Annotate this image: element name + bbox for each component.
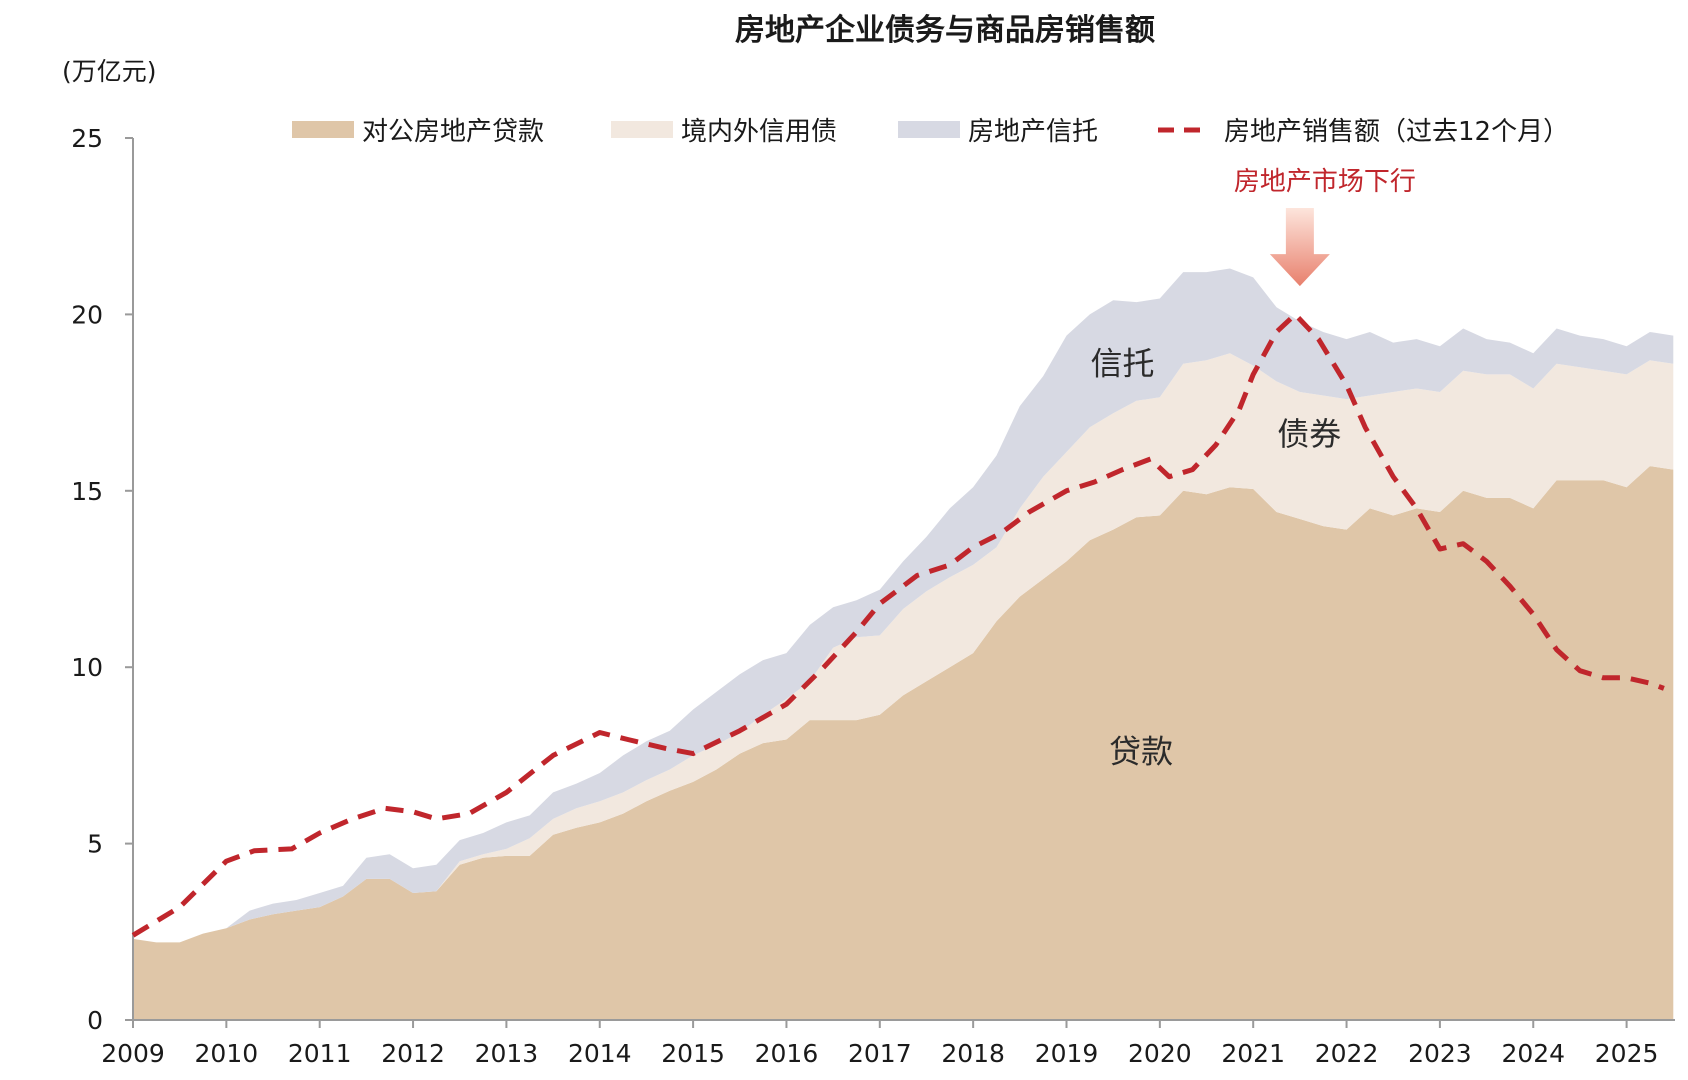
y-tick-label: 20 [71,300,103,329]
area-label: 贷款 [1109,732,1173,770]
area-series-2 [133,268,1674,943]
x-tick-label: 2023 [1408,1039,1472,1068]
x-tick-label: 2018 [941,1039,1005,1068]
legend-swatch [611,121,673,138]
x-tick-label: 2017 [848,1039,912,1068]
x-tick-label: 2015 [661,1039,725,1068]
x-tick-label: 2014 [568,1039,632,1068]
area-series-0 [133,466,1674,1021]
stacked-areas [133,268,1674,1021]
y-tick-label: 25 [71,124,103,153]
legend-label: 房地产销售额（过去12个月） [1224,117,1569,147]
x-tick-label: 2012 [381,1039,445,1068]
legend-label: 境内外信用债 [681,117,837,147]
x-tick-label: 2013 [475,1039,539,1068]
x-tick-label: 2016 [755,1039,819,1068]
x-tick-label: 2025 [1595,1039,1659,1068]
legend-swatch [898,121,960,138]
sales-line [131,311,1665,938]
x-tick-label: 2022 [1315,1039,1379,1068]
x-tick-label: 2020 [1128,1039,1192,1068]
y-tick-label: 15 [71,477,103,506]
x-tick-label: 2019 [1035,1039,1099,1068]
legend: 对公房地产贷款 境内外信用债 房地产信托 房地产销售额（过去12个月） [292,117,1569,147]
down-arrow-icon [1269,208,1330,287]
area-label: 债券 [1277,415,1341,453]
x-tick-label: 2024 [1501,1039,1565,1068]
legend-label: 房地产信托 [968,117,1098,147]
x-tick-label: 2009 [101,1039,165,1068]
x-tick-label: 2010 [195,1039,259,1068]
legend-swatch [292,121,354,138]
legend-label: 对公房地产贷款 [362,117,544,147]
y-tick-label: 0 [87,1006,103,1035]
area-series-1 [133,353,1674,943]
sales-line-layer [131,311,1665,938]
market-downturn-annotation: 房地产市场下行 [1234,167,1416,287]
y-axis-unit-label: (万亿元) [62,57,157,86]
x-tick-label: 2021 [1221,1039,1285,1068]
area-label: 信托 [1091,344,1155,382]
y-tick-label: 5 [87,830,103,859]
annotation-text: 房地产市场下行 [1234,167,1416,197]
y-tick-label: 10 [71,653,103,682]
chart-title: 房地产企业债务与商品房销售额 [735,13,1155,48]
x-tick-label: 2011 [288,1039,352,1068]
